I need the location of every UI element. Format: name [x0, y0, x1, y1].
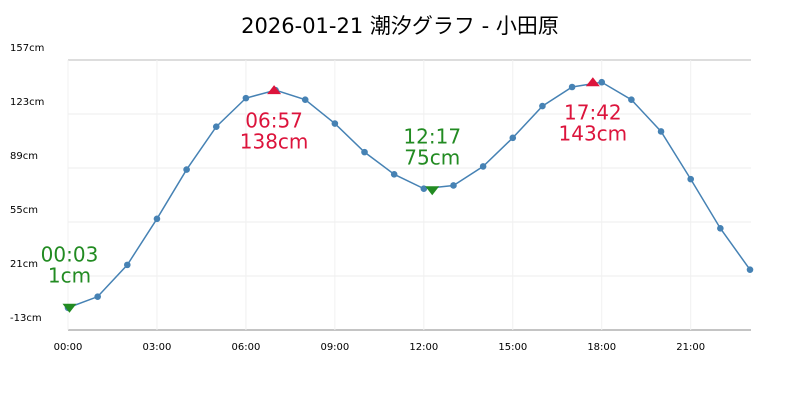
extreme-time: 12:17 — [403, 125, 461, 149]
x-tick-label: 12:00 — [409, 342, 438, 353]
tide-point — [94, 293, 101, 300]
y-tick-label: 89cm — [10, 151, 38, 162]
tide-point — [420, 185, 428, 192]
x-tick-label: 03:00 — [143, 342, 172, 353]
tide-point — [301, 96, 309, 104]
x-tick-label: 00:00 — [54, 342, 83, 353]
tide-point — [361, 148, 368, 156]
chart-title: 2026-01-21 潮汐グラフ - 小田原 — [241, 14, 559, 38]
tide-point — [479, 163, 487, 170]
extreme-value: 1cm — [48, 263, 91, 287]
x-tick-label: 06:00 — [231, 342, 260, 353]
tide-point — [153, 215, 161, 223]
tide-point — [568, 83, 576, 91]
extreme-value: 75cm — [404, 146, 460, 170]
tide-point — [509, 134, 517, 142]
x-tick-label: 09:00 — [320, 342, 349, 353]
tide-point — [242, 94, 250, 102]
extreme-value: 138cm — [240, 130, 309, 154]
tide-point — [183, 166, 190, 173]
x-tick-label: 15:00 — [498, 342, 527, 353]
tide-point — [717, 225, 724, 232]
tide-point — [390, 171, 398, 178]
tide-point — [687, 175, 694, 183]
extreme-time: 17:42 — [564, 101, 622, 125]
tide-point — [746, 266, 754, 273]
x-tick-label: 21:00 — [676, 342, 705, 353]
extreme-time: 00:03 — [41, 242, 99, 266]
extreme-marker — [267, 85, 282, 95]
extreme-marker — [425, 186, 440, 196]
tide-point — [212, 123, 220, 131]
y-tick-label: -13cm — [10, 313, 42, 324]
tide-point — [657, 128, 665, 135]
extreme-marker — [62, 303, 77, 313]
extreme-marker — [585, 77, 600, 87]
tide-point — [539, 102, 546, 110]
extreme-time: 06:57 — [245, 109, 303, 133]
tide-point — [598, 78, 606, 86]
y-tick-label: 157cm — [10, 43, 44, 54]
tide-line — [67, 81, 751, 309]
x-tick-label: 18:00 — [587, 342, 616, 353]
tide-point — [450, 182, 457, 189]
tide-point — [331, 120, 339, 127]
y-tick-label: 123cm — [10, 97, 44, 108]
tide-point — [124, 261, 131, 269]
extreme-value: 143cm — [559, 122, 628, 146]
y-tick-label: 55cm — [10, 205, 38, 216]
y-tick-label: 21cm — [10, 259, 38, 270]
tide-point — [628, 96, 635, 104]
